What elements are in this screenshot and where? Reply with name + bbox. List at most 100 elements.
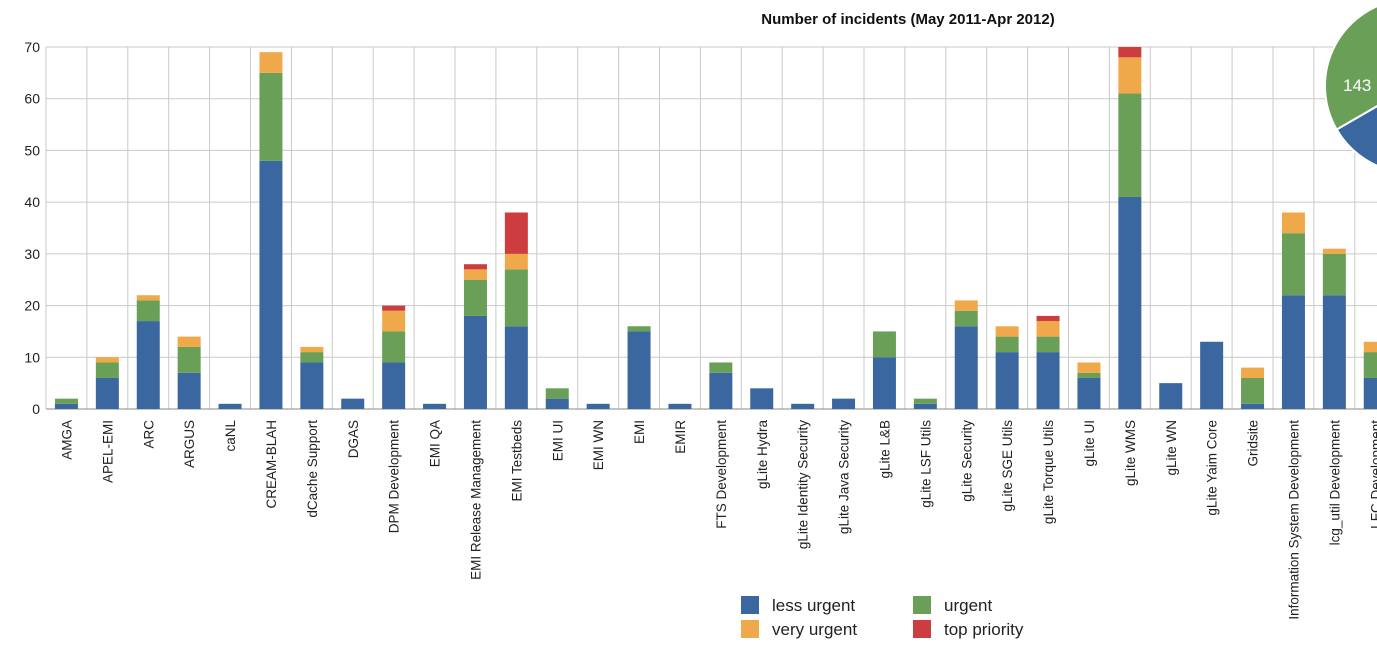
- y-tick-label: 20: [24, 298, 40, 314]
- bar-segment-urgent: [954, 310, 978, 327]
- x-tick-label: ARC: [141, 420, 156, 449]
- bar-segment-very-urgent: [177, 336, 201, 347]
- bar-segment-less-urgent: [872, 357, 896, 409]
- bar-segment-less-urgent: [1118, 196, 1142, 409]
- bar-segment-top-priority: [382, 305, 406, 311]
- x-tick-label: gLite SGE Utils: [1000, 420, 1015, 512]
- bar-segment-less-urgent: [423, 403, 447, 409]
- bar-segment-less-urgent: [1322, 295, 1346, 409]
- x-tick-label: gLite WN: [1164, 420, 1179, 476]
- bar-segment-very-urgent: [1118, 57, 1142, 94]
- bar-segment-urgent: [872, 331, 896, 358]
- bar-segment-less-urgent: [259, 160, 283, 409]
- x-tick-label: gLite Hydra: [755, 420, 770, 490]
- x-tick-label: EMIR: [673, 420, 688, 454]
- legend-swatch-urgent: [913, 596, 931, 614]
- x-tick-label: CREAM-BLAH: [264, 420, 279, 509]
- pie-slice-less-urgent: [1335, 105, 1377, 167]
- bar-segment-very-urgent: [1036, 321, 1060, 337]
- bar-segment-less-urgent: [545, 398, 569, 409]
- x-tick-label: gLite Torque Utils: [1041, 420, 1056, 524]
- x-tick-label: gLite Yaim Core: [1205, 420, 1220, 516]
- bar-segment-less-urgent: [954, 326, 978, 409]
- bar-segment-less-urgent: [341, 398, 365, 409]
- x-tick-label: EMI Release Management: [468, 420, 483, 580]
- bar-segment-very-urgent: [504, 253, 528, 270]
- bar-segment-top-priority: [504, 212, 528, 254]
- y-tick-label: 70: [24, 39, 40, 55]
- x-tick-label: LFC Development: [1368, 420, 1377, 529]
- bar-segment-urgent: [627, 326, 651, 332]
- bar-segment-less-urgent: [463, 315, 487, 409]
- bar-segment-less-urgent: [136, 321, 160, 409]
- bar-segment-very-urgent: [136, 295, 160, 301]
- y-tick-label: 40: [24, 194, 40, 210]
- bar-segment-very-urgent: [1077, 362, 1101, 373]
- x-tick-label: lcg_util Development: [1327, 420, 1342, 546]
- y-tick-label: 60: [24, 91, 40, 107]
- bar-segment-top-priority: [1118, 47, 1142, 58]
- x-tick-label: Information System Development: [1286, 420, 1301, 620]
- bar-segment-very-urgent: [463, 269, 487, 280]
- legend-label: urgent: [944, 596, 992, 615]
- chart-title: Number of incidents (May 2011-Apr 2012): [761, 11, 1054, 28]
- bar-segment-very-urgent: [1281, 212, 1305, 234]
- legend-swatch-very-urgent: [741, 620, 759, 638]
- bar-segment-less-urgent: [177, 372, 201, 409]
- legend: less urgent urgent very urgent top priority: [741, 596, 1024, 639]
- bar-segment-urgent: [136, 300, 160, 322]
- x-tick-label: EMI Testbeds: [509, 420, 524, 502]
- bar-segment-urgent: [300, 352, 324, 363]
- pie-label: 143: [1343, 76, 1371, 95]
- x-tick-label: APEL-EMI: [100, 420, 115, 483]
- bar-segment-less-urgent: [750, 388, 774, 409]
- bar-segment-less-urgent: [95, 377, 119, 409]
- x-tick-label: EMI UI: [550, 420, 565, 461]
- bar-segment-less-urgent: [586, 403, 610, 409]
- x-tick-label: gLite Java Security: [837, 420, 852, 534]
- x-tick-label: gLite L&B: [877, 420, 892, 479]
- bar-segment-less-urgent: [1036, 352, 1060, 409]
- bar-segment-urgent: [54, 398, 78, 404]
- x-tick-label: Gridsite: [1246, 420, 1261, 467]
- bar-segment-less-urgent: [791, 403, 815, 409]
- bar-segment-less-urgent: [1363, 377, 1377, 409]
- bar-segment-urgent: [95, 362, 119, 378]
- x-tick-label: ARGUS: [182, 420, 197, 468]
- x-tick-label: gLite Security: [959, 420, 974, 502]
- bar-segment-less-urgent: [382, 362, 406, 409]
- legend-label: top priority: [944, 620, 1024, 639]
- bar-segment-urgent: [177, 346, 201, 373]
- bar-segment-very-urgent: [95, 357, 119, 363]
- pie-slice-urgent: [1324, 5, 1377, 131]
- bar-segment-less-urgent: [709, 372, 733, 409]
- bar-segment-less-urgent: [668, 403, 692, 409]
- bar-segment-urgent: [1363, 352, 1377, 378]
- bar-segment-urgent: [545, 388, 569, 399]
- legend-swatch-less-urgent: [741, 596, 759, 614]
- x-tick-label: AMGA: [59, 420, 74, 460]
- bar-segment-urgent: [1118, 93, 1142, 197]
- bar-segment-very-urgent: [1241, 367, 1265, 378]
- x-tick-label: gLite WMS: [1123, 420, 1138, 486]
- bar-segment-less-urgent: [627, 331, 651, 409]
- x-tick-label: EMI WN: [591, 420, 606, 470]
- x-tick-label: dCache Support: [305, 420, 320, 518]
- bar-segment-less-urgent: [1200, 341, 1224, 409]
- y-tick-label: 10: [24, 349, 40, 365]
- bar-segment-less-urgent: [913, 403, 937, 409]
- bar-segment-urgent: [1077, 372, 1101, 378]
- bar-segment-urgent: [913, 398, 937, 404]
- y-tick-label: 50: [24, 142, 40, 158]
- bar-segment-urgent: [1281, 233, 1305, 296]
- bar-segment-less-urgent: [54, 403, 78, 409]
- bar-segment-very-urgent: [995, 326, 1019, 337]
- bar-segment-urgent: [382, 331, 406, 363]
- bar-segment-very-urgent: [300, 346, 324, 353]
- bar-segment-urgent: [504, 269, 528, 327]
- bar-segment-very-urgent: [382, 310, 406, 332]
- x-tick-label: gLite LSF Utils: [918, 420, 933, 508]
- x-tick-label: caNL: [223, 420, 238, 452]
- x-tick-label: EMI: [632, 420, 647, 444]
